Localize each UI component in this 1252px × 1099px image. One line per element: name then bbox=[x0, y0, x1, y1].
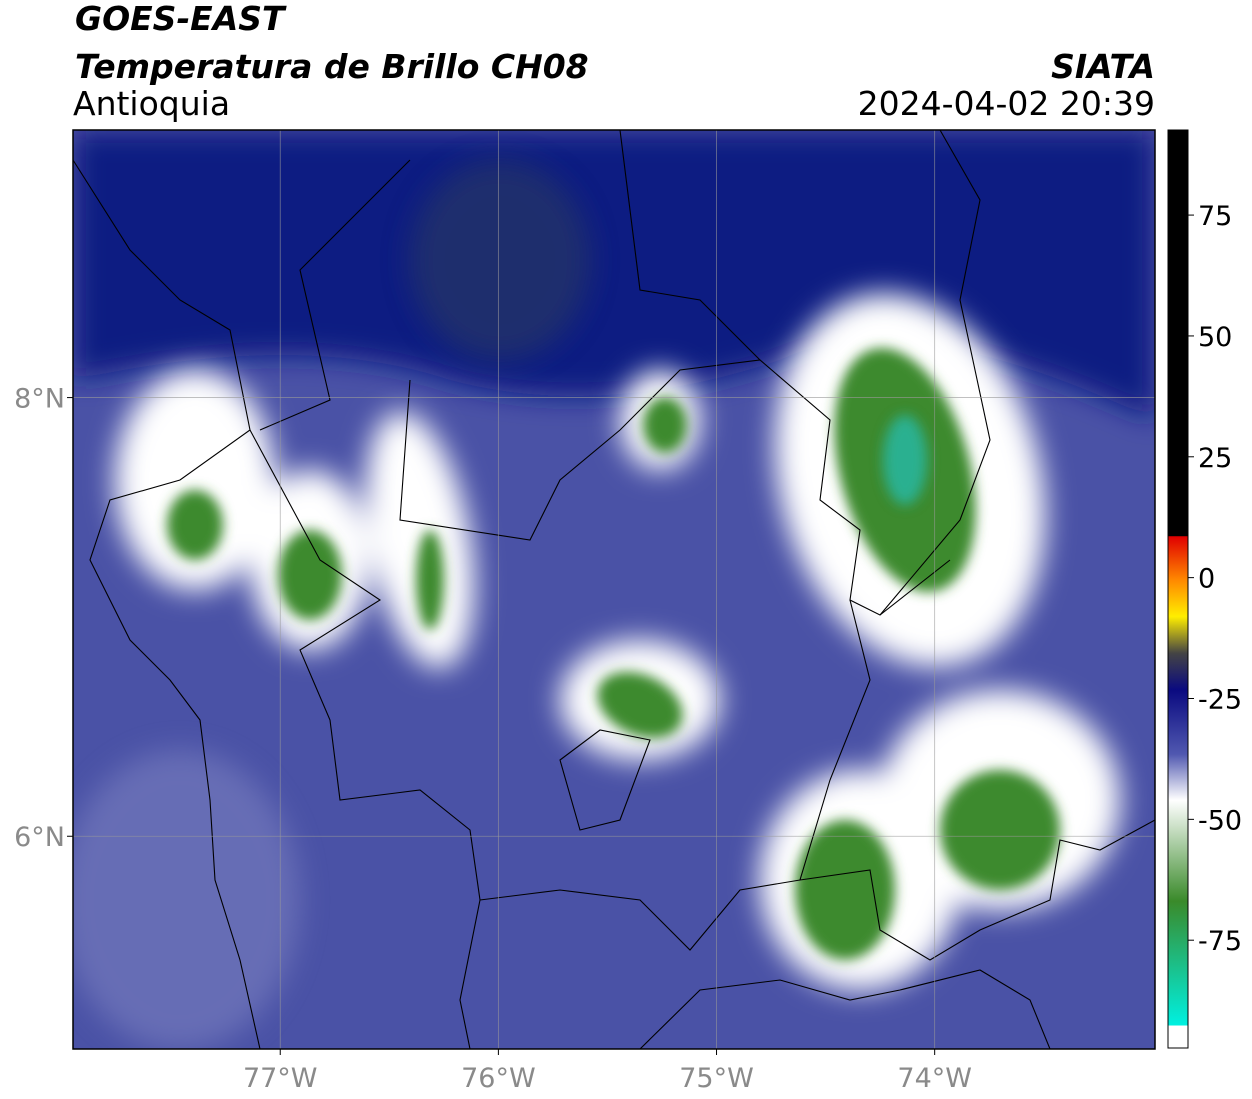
x-tick-label: 75°W bbox=[679, 1063, 754, 1094]
colorbar bbox=[1167, 129, 1189, 1049]
x-tick-label: 74°W bbox=[897, 1063, 972, 1094]
colorbar-tick-label: 50 bbox=[1198, 322, 1232, 353]
title: GOES-EAST bbox=[75, 0, 287, 38]
colorbar-tick-label: -25 bbox=[1198, 684, 1242, 715]
colorbar-tick-label: -50 bbox=[1198, 805, 1242, 836]
y-tick-label: 8°N bbox=[14, 384, 65, 415]
region: Antioquia bbox=[73, 84, 230, 123]
subtitle: Temperatura de Brillo CH08 bbox=[75, 47, 589, 86]
x-tick-label: 77°W bbox=[243, 1063, 318, 1094]
colorbar-tick-label: 25 bbox=[1198, 443, 1232, 474]
colorbar-tick-label: 75 bbox=[1198, 201, 1232, 232]
x-tick-label: 76°W bbox=[461, 1063, 536, 1094]
colorbar-tick-label: 0 bbox=[1198, 564, 1215, 595]
source: SIATA bbox=[1051, 47, 1155, 86]
y-tick-label: 6°N bbox=[14, 822, 65, 853]
map-frame bbox=[72, 129, 1156, 1050]
colorbar-tick-label: -75 bbox=[1198, 926, 1242, 957]
datetime: 2024-04-02 20:39 bbox=[858, 84, 1155, 123]
graticule bbox=[73, 130, 1155, 1049]
map-imagery bbox=[73, 130, 1155, 1049]
